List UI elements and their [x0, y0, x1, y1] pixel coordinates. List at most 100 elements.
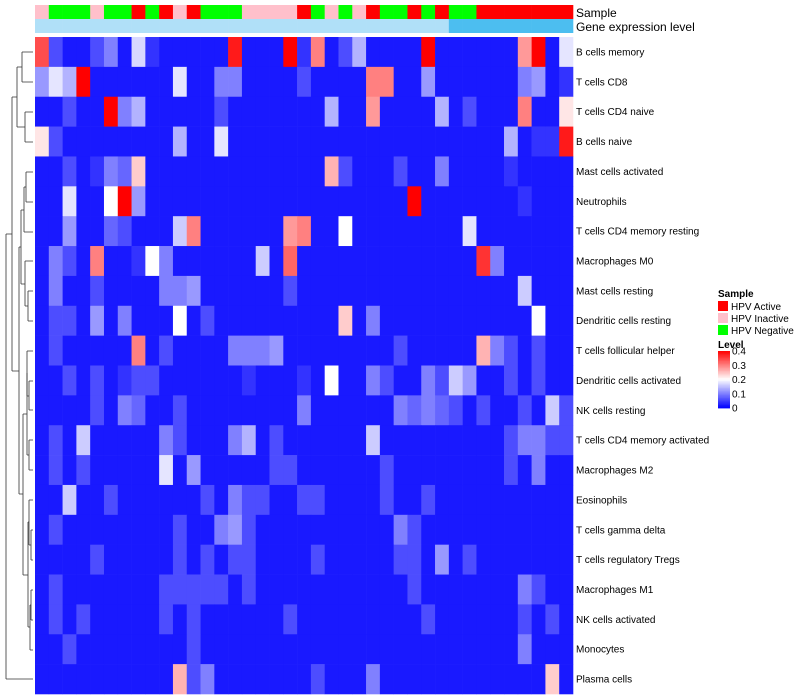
annotation-cell-1-31 [462, 19, 477, 33]
heatmap-cell-12-34 [504, 395, 519, 426]
heatmap-cell-12-19 [297, 395, 312, 426]
heatmap-cell-20-28 [421, 634, 436, 665]
heatmap-cell-16-12 [200, 514, 215, 545]
heatmap-cell-6-5 [103, 216, 119, 247]
heatmap-cell-15-28 [421, 484, 436, 516]
heatmap-cell-2-29 [435, 96, 450, 127]
heatmap-cell-8-19 [297, 275, 312, 307]
heatmap-cell-6-27 [407, 216, 422, 247]
heatmap-cell-11-30 [448, 365, 463, 396]
heatmap-cell-20-30 [448, 634, 463, 665]
heatmap-cell-12-16 [255, 395, 270, 426]
heatmap-cell-20-14 [228, 634, 243, 665]
heatmap-cell-10-8 [145, 335, 160, 366]
heatmap-cell-4-0 [35, 156, 50, 187]
heatmap-cell-16-28 [421, 514, 436, 545]
heatmap-cell-11-23 [352, 365, 367, 396]
heatmap-cell-9-24 [366, 305, 381, 336]
heatmap-cell-4-2 [62, 156, 77, 187]
heatmap-cell-11-27 [407, 365, 422, 396]
heatmap-cell-12-36 [531, 395, 546, 426]
heatmap-cell-4-11 [186, 156, 201, 187]
legend-gradient-step [718, 382, 730, 385]
legend-swatch [718, 313, 728, 323]
heatmap-cell-9-36 [531, 305, 546, 336]
heatmap-cell-2-1 [48, 96, 63, 127]
heatmap-cell-20-7 [131, 634, 146, 665]
heatmap-cell-5-21 [324, 186, 339, 217]
heatmap-cell-13-15 [241, 425, 257, 456]
heatmap-cell-15-35 [517, 484, 532, 516]
heatmap-cell-13-11 [186, 425, 201, 456]
heatmap-cell-7-3 [76, 246, 91, 277]
heatmap-cell-12-1 [48, 395, 63, 426]
heatmap-cell-5-13 [214, 186, 229, 217]
heatmap-cell-21-23 [352, 664, 367, 695]
heatmap-cell-16-5 [103, 514, 119, 545]
heatmap-cell-19-7 [131, 604, 146, 635]
heatmap-cell-18-5 [103, 574, 119, 605]
heatmap-cell-0-34 [504, 37, 519, 68]
heatmap-cell-16-8 [145, 514, 160, 545]
heatmap-cell-7-37 [545, 246, 560, 277]
heatmap-cell-15-27 [407, 484, 422, 516]
legend-level-tick: 0.3 [732, 361, 746, 372]
heatmap-cell-19-25 [379, 604, 394, 635]
heatmap-cell-3-32 [476, 126, 491, 157]
heatmap-cell-15-38 [559, 484, 574, 516]
heatmap-cell-21-7 [131, 664, 146, 695]
legend-gradient-step [718, 351, 730, 353]
heatmap-cell-21-14 [228, 664, 243, 695]
heatmap-cell-11-15 [241, 365, 257, 396]
heatmap-cell-14-36 [531, 455, 546, 486]
heatmap-cell-19-29 [435, 604, 450, 635]
legend-sample-label: HPV Inactive [731, 314, 789, 325]
heatmap-cell-21-1 [48, 664, 63, 695]
heatmap-cell-6-31 [462, 216, 477, 247]
heatmap-cell-0-22 [338, 37, 353, 68]
heatmap-cell-7-22 [338, 246, 353, 277]
heatmap-cell-1-37 [545, 66, 560, 98]
heatmap-cell-13-7 [131, 425, 146, 456]
heatmap-cell-20-26 [393, 634, 408, 665]
heatmap-cell-15-26 [393, 484, 408, 516]
heatmap-cell-20-9 [159, 634, 174, 665]
legend-gradient-step [718, 372, 730, 375]
heatmap-cell-1-32 [476, 66, 491, 98]
annotation-cell-1-7 [131, 19, 146, 33]
heatmap-cell-11-7 [131, 365, 146, 396]
heatmap-cell-19-27 [407, 604, 422, 635]
heatmap-cell-15-21 [324, 484, 339, 516]
heatmap-cell-2-27 [407, 96, 422, 127]
heatmap-cell-9-4 [90, 305, 105, 336]
annotation-cell-0-18 [283, 5, 298, 19]
heatmap-cell-2-30 [448, 96, 463, 127]
heatmap-cell-4-33 [490, 156, 505, 187]
legend-gradient-step [718, 385, 730, 388]
heatmap-cell-17-6 [117, 544, 132, 575]
heatmap-cell-1-27 [407, 66, 422, 98]
heatmap-cell-11-34 [504, 365, 519, 396]
annotation-cell-1-29 [435, 19, 450, 33]
row-label: NK cells activated [576, 615, 655, 626]
heatmap-cell-13-21 [324, 425, 339, 456]
heatmap-cell-0-7 [131, 37, 146, 68]
heatmap-cell-10-26 [393, 335, 408, 366]
heatmap-cell-15-23 [352, 484, 367, 516]
heatmap-cell-4-6 [117, 156, 132, 187]
heatmap-cell-8-29 [435, 275, 450, 307]
heatmap-cell-16-32 [476, 514, 491, 545]
heatmap-cell-7-23 [352, 246, 367, 277]
heatmap-cell-19-4 [90, 604, 105, 635]
heatmap-cell-21-3 [76, 664, 91, 695]
heatmap-cell-0-8 [145, 37, 160, 68]
heatmap-cell-5-8 [145, 186, 160, 217]
heatmap-cell-3-4 [90, 126, 105, 157]
heatmap-cell-6-16 [255, 216, 270, 247]
heatmap-cell-10-38 [559, 335, 574, 366]
heatmap-cell-5-1 [48, 186, 63, 217]
heatmap-cell-13-35 [517, 425, 532, 456]
heatmap-cell-17-3 [76, 544, 91, 575]
heatmap-cell-21-17 [269, 664, 284, 695]
